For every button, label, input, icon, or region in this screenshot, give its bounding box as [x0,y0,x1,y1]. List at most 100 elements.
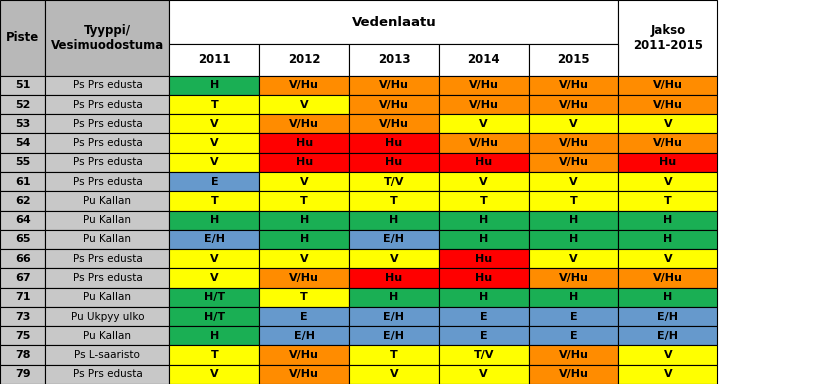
Text: V: V [479,119,488,129]
Text: T: T [390,350,398,360]
Text: E: E [480,311,487,321]
Text: 51: 51 [15,80,30,90]
Bar [439,95,529,114]
Text: H: H [210,331,219,341]
Bar [169,134,259,153]
Bar [439,172,529,191]
Text: 65: 65 [15,235,30,245]
Text: H: H [210,80,219,90]
Text: Ps Prs edusta: Ps Prs edusta [72,138,143,148]
Text: E: E [300,311,308,321]
Bar [45,307,169,326]
Text: V/Hu: V/Hu [559,138,588,148]
Bar [169,153,259,172]
Bar [618,288,717,307]
Bar [45,365,169,384]
Bar [45,0,169,76]
Text: V/Hu: V/Hu [653,80,683,90]
Text: Vedenlaatu: Vedenlaatu [352,16,436,28]
Bar [0,326,45,346]
Text: T: T [211,99,218,109]
Text: V/Hu: V/Hu [379,119,409,129]
Bar [529,288,618,307]
Text: H: H [479,215,488,225]
Text: V: V [479,369,488,379]
Text: H: H [479,235,488,245]
Bar [45,210,169,230]
Bar [349,172,439,191]
Text: V: V [664,254,672,264]
Text: V: V [389,254,399,264]
Bar [439,288,529,307]
Text: Hu: Hu [475,254,492,264]
Bar [259,191,349,210]
Text: T: T [300,292,308,302]
Bar [529,114,618,134]
Text: V/Hu: V/Hu [653,99,683,109]
Text: V: V [210,138,219,148]
Bar [259,44,349,76]
Text: T: T [570,196,577,206]
Bar [618,95,717,114]
Bar [45,76,169,95]
Text: 62: 62 [15,196,30,206]
Bar [0,134,45,153]
Bar [529,307,618,326]
Text: V: V [569,119,578,129]
Bar [618,249,717,268]
Bar [0,249,45,268]
Bar [169,230,259,249]
Bar [169,249,259,268]
Text: V/Hu: V/Hu [289,369,319,379]
Text: Pu Kallan: Pu Kallan [83,292,132,302]
Text: Hu: Hu [385,273,403,283]
Bar [45,95,169,114]
Text: Hu: Hu [385,157,403,167]
Bar [618,76,717,95]
Text: T/V: T/V [383,177,404,187]
Bar [349,191,439,210]
Text: V/Hu: V/Hu [559,369,588,379]
Text: E/H: E/H [383,311,404,321]
Text: Pu Ukpyy ulko: Pu Ukpyy ulko [70,311,144,321]
Bar [349,307,439,326]
Bar [349,114,439,134]
Bar [618,191,717,210]
Bar [0,268,45,288]
Bar [259,230,349,249]
Text: H: H [479,292,488,302]
Bar [349,346,439,365]
Text: V: V [664,119,672,129]
Bar [529,268,618,288]
Bar [0,114,45,134]
Text: V: V [210,369,219,379]
Text: 2013: 2013 [378,53,410,66]
Text: V: V [210,119,219,129]
Bar [259,346,349,365]
Bar [349,134,439,153]
Bar [349,95,439,114]
Text: V: V [300,99,309,109]
Bar [439,76,529,95]
Text: V/Hu: V/Hu [559,157,588,167]
Text: T: T [211,350,218,360]
Text: 75: 75 [15,331,30,341]
Text: Ps Prs edusta: Ps Prs edusta [72,273,143,283]
Text: Jakso
2011-2015: Jakso 2011-2015 [633,24,703,52]
Bar [259,95,349,114]
Bar [349,288,439,307]
Text: E/H: E/H [383,235,404,245]
Bar [618,114,717,134]
Text: H: H [663,235,673,245]
Text: T: T [664,196,672,206]
Text: T: T [390,196,398,206]
Text: V/Hu: V/Hu [559,99,588,109]
Text: T/V: T/V [473,350,494,360]
Bar [349,210,439,230]
Bar [618,346,717,365]
Text: V: V [569,254,578,264]
Bar [439,153,529,172]
Text: 2011: 2011 [198,53,231,66]
Text: H/T: H/T [204,311,225,321]
Text: H: H [663,292,673,302]
